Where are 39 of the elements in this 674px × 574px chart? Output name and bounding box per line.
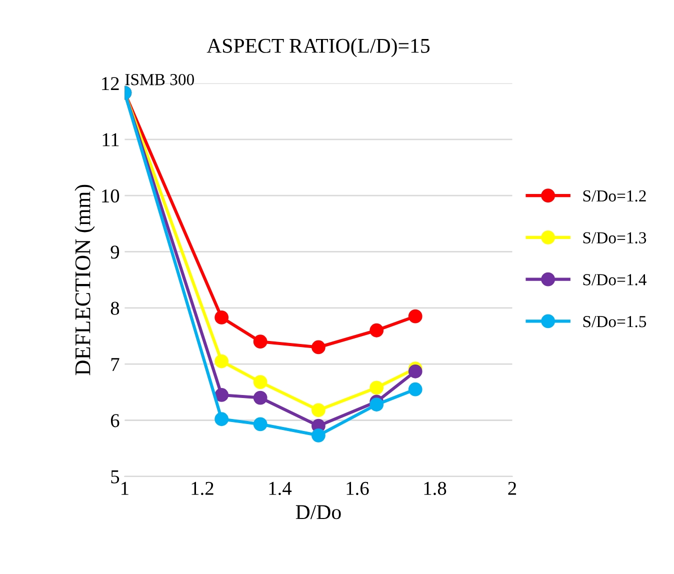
point <box>312 340 326 354</box>
x-tick-label: 2 <box>508 482 516 495</box>
point <box>214 412 229 426</box>
point <box>214 354 229 368</box>
point <box>253 375 268 389</box>
annotation: ISMB 300 <box>125 74 194 86</box>
y-tick-label: 10 <box>102 189 120 203</box>
x-tick-label: 1 <box>122 482 128 495</box>
legend-label: S/Do=1.4 <box>583 274 646 286</box>
y-tick-label: 11 <box>102 133 119 146</box>
legend-label: S/Do=1.5 <box>583 316 646 328</box>
y-tick-label: 8 <box>110 302 120 315</box>
point <box>408 382 422 396</box>
y-tick-label: 6 <box>110 414 120 428</box>
point <box>408 364 422 378</box>
x-tick-label: 1.2 <box>192 482 214 496</box>
legend-label: S/Do=1.3 <box>583 232 646 244</box>
y-tick-label: 12 <box>102 77 119 90</box>
point <box>312 403 326 418</box>
point <box>370 398 384 412</box>
point <box>370 323 384 338</box>
y-tick-label: 5 <box>111 470 120 484</box>
x-tick-label: 1.4 <box>269 482 292 496</box>
y-tick-label: 9 <box>110 246 120 259</box>
point <box>408 309 422 324</box>
point <box>312 428 326 442</box>
y-tick-label: 7 <box>111 358 120 371</box>
point <box>253 334 268 349</box>
point <box>214 310 229 324</box>
point <box>370 380 384 395</box>
x-tick-label: 1.6 <box>346 482 369 496</box>
chart-title: ASPECT RATIO(L/D)=15 <box>206 38 430 58</box>
point <box>253 390 268 405</box>
point <box>253 417 268 432</box>
x-axis-title: D/Do <box>296 505 341 520</box>
y-axis-title: DEFLECTION (mm) <box>74 184 95 376</box>
legend-label: S/Do=1.2 <box>583 190 646 202</box>
x-tick-label: 1.8 <box>424 482 446 496</box>
point <box>214 388 229 402</box>
